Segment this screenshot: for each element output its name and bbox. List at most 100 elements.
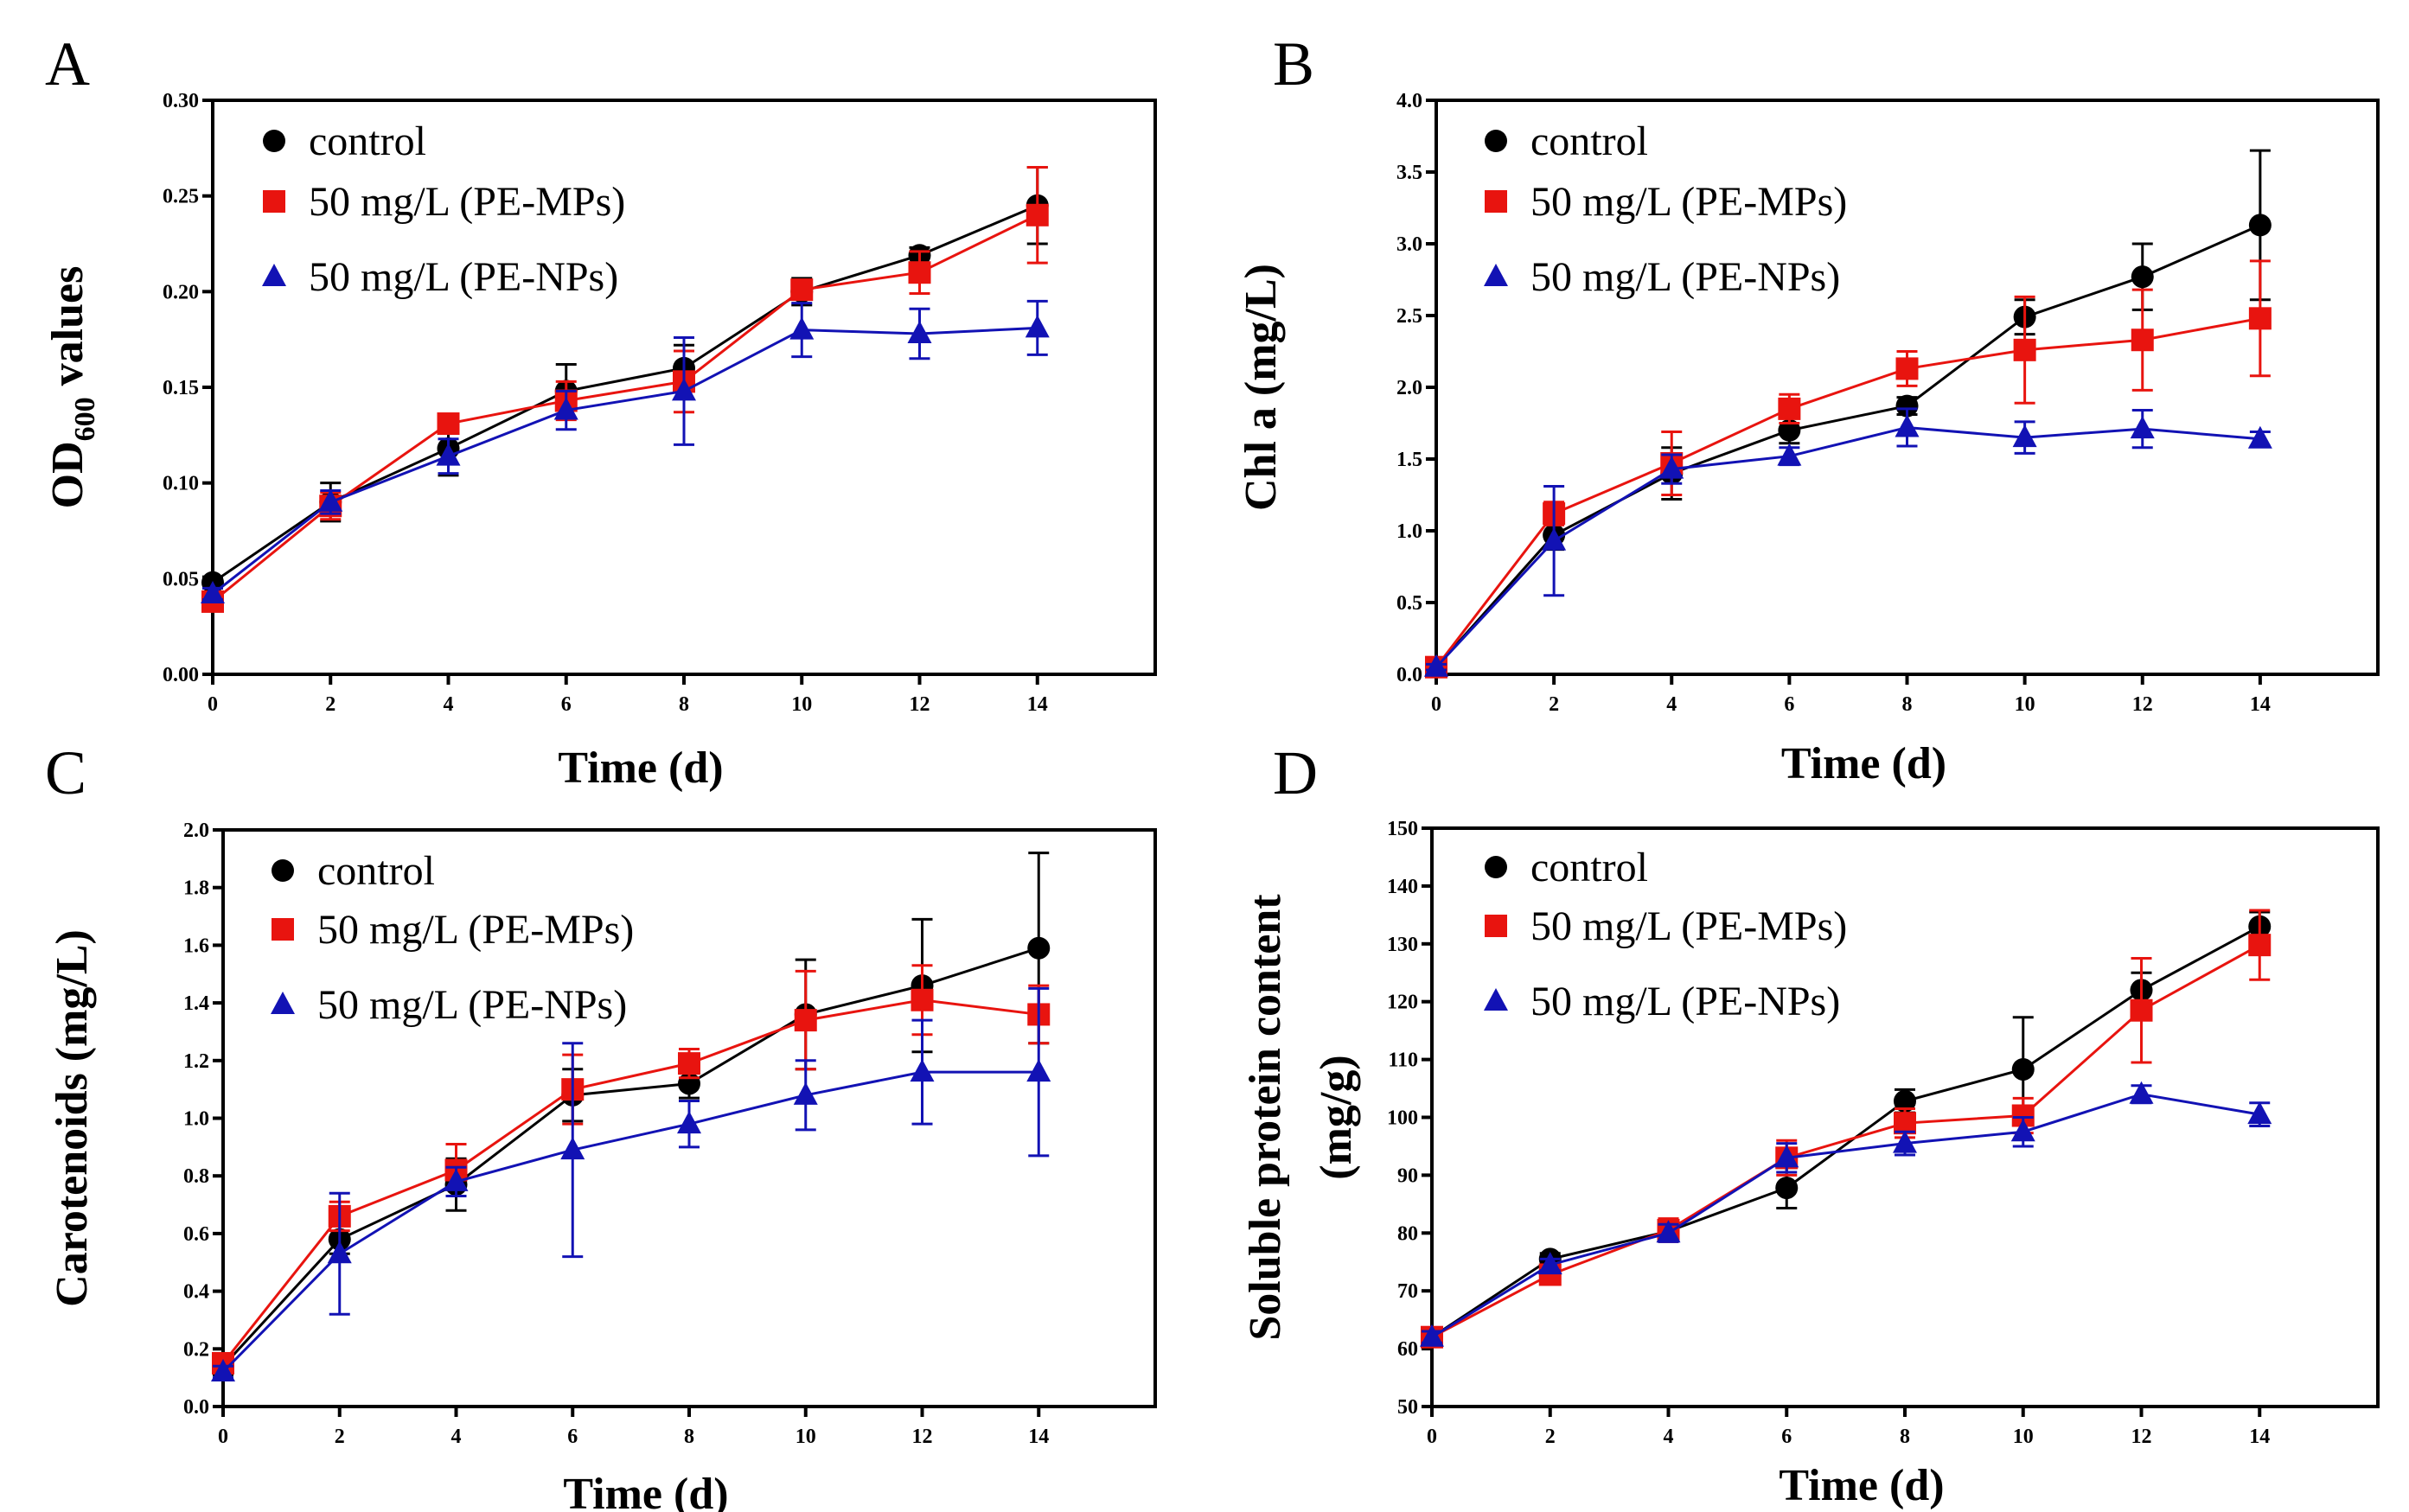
legend-marker-mps <box>272 918 294 941</box>
series-nps-a <box>201 299 1050 604</box>
y-tick-label-a: 0.00 <box>163 664 199 686</box>
x-tick-label-b: 4 <box>1666 693 1677 716</box>
y-tick-label-b: 3.0 <box>1396 233 1422 256</box>
y-tick-label-b: 1.0 <box>1396 520 1422 543</box>
x-tick-label-c: 2 <box>335 1426 345 1448</box>
data-point-nps <box>672 378 696 401</box>
data-point-nps <box>2010 1119 2035 1142</box>
data-point-nps <box>907 321 932 344</box>
series-control-a <box>201 165 1049 594</box>
y-tick-label-b: 0.0 <box>1396 664 1422 686</box>
legend-marker-control <box>272 859 294 882</box>
y-axis-title-b: Chl a (mg/L) <box>1236 264 1286 511</box>
data-point-mps <box>1895 357 1919 380</box>
series-control-b <box>1425 149 2272 679</box>
x-tick-label-d: 4 <box>1664 1426 1674 1448</box>
x-tick-label-b: 0 <box>1431 693 1441 716</box>
data-point-nps <box>444 1168 469 1191</box>
legend-marker-nps <box>1484 988 1508 1011</box>
data-point-nps <box>1895 414 1920 437</box>
legend-marker-mps <box>1485 915 1507 937</box>
data-point-control <box>2131 265 2154 289</box>
data-point-mps <box>2131 329 2154 352</box>
panel-letter-d: D <box>1273 738 1318 807</box>
y-tick-label-c: 1.2 <box>183 1050 209 1073</box>
panel-d: D 50 60 70 80 90 100 110 120 130 140 150 0 2 4 6 8 10 12 14… <box>1241 738 2380 1510</box>
data-point-nps <box>789 316 815 340</box>
data-point-nps <box>1025 315 1050 338</box>
y-tick-label-d: 70 <box>1397 1280 1418 1303</box>
data-point-control <box>2248 214 2272 237</box>
series-line-nps <box>212 326 1038 596</box>
y-tick-label-c: 0.2 <box>183 1338 209 1361</box>
y-tick-label-b: 3.5 <box>1396 162 1422 184</box>
data-point-control <box>1778 418 1801 442</box>
x-tick-label-a: 8 <box>679 693 689 716</box>
series-line-mps <box>1431 943 2260 1339</box>
data-point-nps <box>910 1059 935 1082</box>
x-tick-label-a: 10 <box>791 693 812 716</box>
data-point-nps <box>1537 1252 1562 1275</box>
legend-label-control: control <box>317 848 435 894</box>
y-tick-label-d: 60 <box>1397 1338 1418 1361</box>
y-tick-label-d: 130 <box>1387 934 1418 956</box>
data-point-nps <box>1420 1324 1444 1347</box>
y-tick-label-a: 0.25 <box>163 186 199 208</box>
y-tick-label-a: 0.05 <box>163 568 199 590</box>
data-point-mps <box>794 1009 817 1032</box>
data-point-nps <box>2247 425 2272 449</box>
x-tick-label-d: 8 <box>1900 1426 1910 1448</box>
x-tick-label-b: 8 <box>1902 693 1913 716</box>
series-line-control <box>1435 224 2261 668</box>
data-point-nps <box>436 443 461 466</box>
data-point-mps <box>2248 307 2272 330</box>
series-mps-d <box>1421 909 2272 1349</box>
x-tick-label-b: 14 <box>2250 693 2271 716</box>
x-axis-title-a: Time (d) <box>558 743 723 793</box>
data-point-control <box>1027 936 1051 960</box>
x-tick-label-c: 8 <box>684 1426 694 1448</box>
y-axis-title-a: OD600 values <box>43 266 101 509</box>
x-tick-label-b: 10 <box>2015 693 2035 716</box>
legend-label-nps: 50 mg/L (PE-NPs) <box>317 982 627 1028</box>
y-tick-label-d: 110 <box>1388 1049 1418 1072</box>
x-tick-label-c: 12 <box>912 1426 933 1448</box>
data-point-nps <box>1424 654 1448 677</box>
data-point-nps <box>677 1111 701 1134</box>
x-tick-label-d: 6 <box>1781 1426 1792 1448</box>
data-point-nps <box>1893 1130 1917 1153</box>
legend-label-mps: 50 mg/L (PE-MPs) <box>309 179 625 225</box>
y-axis-title-d: Soluble protein content <box>1241 894 1290 1341</box>
y-tick-label-d: 150 <box>1387 818 1418 840</box>
x-axis-title-d: Time (d) <box>1779 1461 1944 1510</box>
data-point-nps <box>1777 443 1802 466</box>
legend-label-nps: 50 mg/L (PE-NPs) <box>309 254 618 300</box>
legend-d: control 50 mg/L (PE-MPs) 50 mg/L (PE-NPs) <box>1484 845 1847 1024</box>
series-line-nps <box>221 1070 1039 1374</box>
y-tick-label-b: 0.5 <box>1396 592 1422 615</box>
x-tick-label-d: 0 <box>1427 1426 1437 1448</box>
legend-label-control: control <box>1530 118 1648 164</box>
y-tick-label-c: 1.6 <box>183 935 209 957</box>
legend-marker-mps <box>1485 190 1507 213</box>
data-point-nps <box>2247 1101 2272 1125</box>
x-tick-label-b: 2 <box>1549 693 1559 716</box>
data-point-control <box>1894 1089 1916 1113</box>
data-point-control <box>2011 1057 2035 1081</box>
data-point-nps <box>1542 527 1567 551</box>
legend-a: control 50 mg/L (PE-MPs) 50 mg/L (PE-NPs) <box>262 118 625 300</box>
data-point-mps <box>1778 397 1801 420</box>
x-tick-label-d: 14 <box>2249 1426 2270 1448</box>
y-tick-label-b: 1.5 <box>1396 449 1422 471</box>
data-point-nps <box>560 1137 585 1160</box>
data-point-mps <box>437 412 460 436</box>
x-tick-label-c: 14 <box>1028 1426 1049 1448</box>
series-nps-b <box>1424 407 2272 677</box>
series-line-mps <box>221 998 1039 1364</box>
data-point-mps <box>2248 934 2272 957</box>
y-tick-label-c: 1.8 <box>183 877 209 900</box>
y-tick-label-d: 50 <box>1397 1396 1418 1419</box>
series-line-mps <box>212 214 1038 603</box>
y-tick-label-b: 2.0 <box>1396 377 1422 399</box>
